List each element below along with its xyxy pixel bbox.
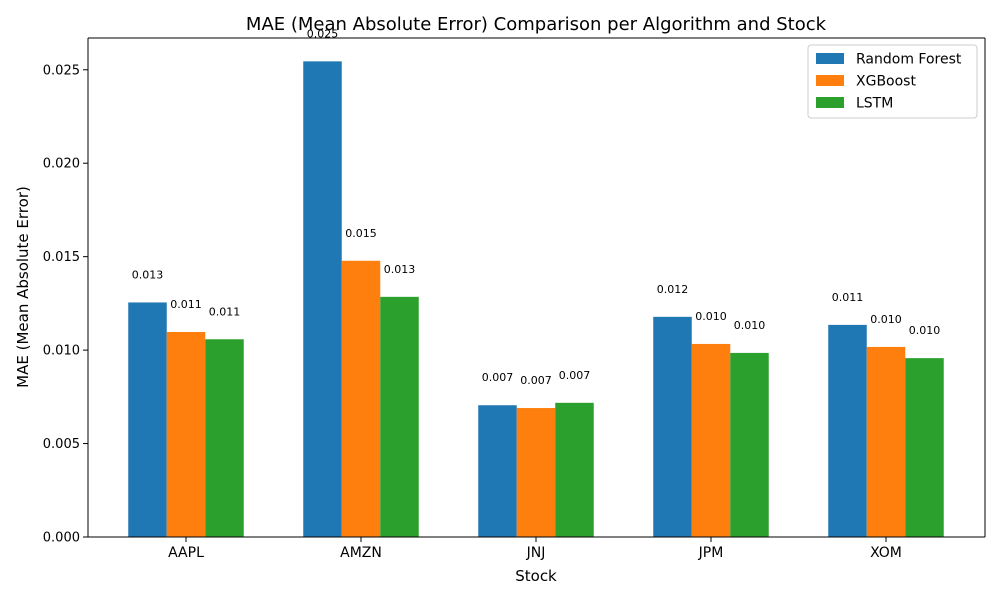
legend-swatch bbox=[816, 53, 844, 64]
data-label: 0.025 bbox=[307, 27, 339, 40]
chart-title: MAE (Mean Absolute Error) Comparison per… bbox=[246, 14, 827, 35]
x-tick-label: XOM bbox=[870, 545, 902, 561]
legend-swatch bbox=[816, 97, 844, 108]
bar-xgboost-jnj bbox=[516, 408, 556, 537]
data-label: 0.010 bbox=[909, 324, 941, 337]
bars-group bbox=[128, 61, 944, 538]
y-tick-label: 0.010 bbox=[43, 344, 80, 359]
data-label: 0.010 bbox=[734, 319, 766, 332]
legend-box bbox=[807, 44, 978, 119]
bar-random-forest-xom bbox=[828, 324, 867, 537]
bar-lstm-amzn bbox=[380, 296, 419, 537]
y-tick-label: 0.025 bbox=[43, 63, 80, 78]
bar-xgboost-aapl bbox=[166, 331, 206, 537]
legend: Random Forest XGBoost LSTM bbox=[807, 44, 978, 119]
y-tick-label: 0.005 bbox=[43, 437, 80, 452]
data-label: 0.015 bbox=[345, 227, 377, 240]
bar-xgboost-amzn bbox=[341, 260, 381, 537]
bar-lstm-aapl bbox=[205, 339, 244, 537]
legend-entry: Random Forest bbox=[856, 52, 962, 68]
bar-random-forest-amzn bbox=[303, 61, 342, 538]
legend-swatch bbox=[816, 75, 844, 86]
legend-entry: LSTM bbox=[856, 96, 893, 112]
y-tick-label: 0.015 bbox=[43, 250, 80, 265]
bar-lstm-jpm bbox=[730, 352, 769, 537]
data-labels-group: 0.013 0.025 0.007 0.012 0.011 0.011 0.015 0.007… bbox=[132, 27, 941, 387]
data-label: 0.007 bbox=[482, 371, 514, 384]
x-tick-label: AMZN bbox=[340, 545, 382, 561]
x-tick-label: JPM bbox=[698, 545, 724, 561]
x-axis-label: Stock bbox=[515, 567, 557, 585]
legend-entry: XGBoost bbox=[856, 74, 916, 90]
data-label: 0.012 bbox=[657, 283, 689, 296]
data-label: 0.007 bbox=[559, 369, 591, 382]
y-tick-label: 0.020 bbox=[43, 157, 80, 172]
data-label: 0.011 bbox=[832, 291, 864, 304]
x-tick-label: AAPL bbox=[168, 545, 204, 561]
data-label: 0.010 bbox=[870, 313, 902, 326]
data-label: 0.013 bbox=[132, 268, 164, 281]
y-axis-label: MAE (Mean Absolute Error) bbox=[14, 186, 32, 388]
bar-random-forest-jpm bbox=[653, 316, 692, 537]
data-label: 0.011 bbox=[209, 305, 241, 318]
bar-random-forest-jnj bbox=[478, 405, 517, 537]
bar-random-forest-aapl bbox=[128, 302, 167, 537]
x-tick-label: JNJ bbox=[526, 545, 546, 561]
axes-group: 0.000 0.005 0.010 0.015 0.020 0.025 AAPL AMZN JN… bbox=[43, 37, 986, 561]
bar-xgboost-jpm bbox=[691, 343, 731, 537]
bar-lstm-jnj bbox=[555, 402, 594, 537]
data-label: 0.010 bbox=[695, 310, 727, 323]
data-label: 0.013 bbox=[384, 263, 416, 276]
bar-xgboost-xom bbox=[866, 346, 906, 537]
data-label: 0.007 bbox=[520, 374, 552, 387]
y-tick-label: 0.000 bbox=[43, 531, 80, 546]
bar-lstm-xom bbox=[905, 358, 944, 537]
data-label: 0.011 bbox=[170, 298, 202, 311]
